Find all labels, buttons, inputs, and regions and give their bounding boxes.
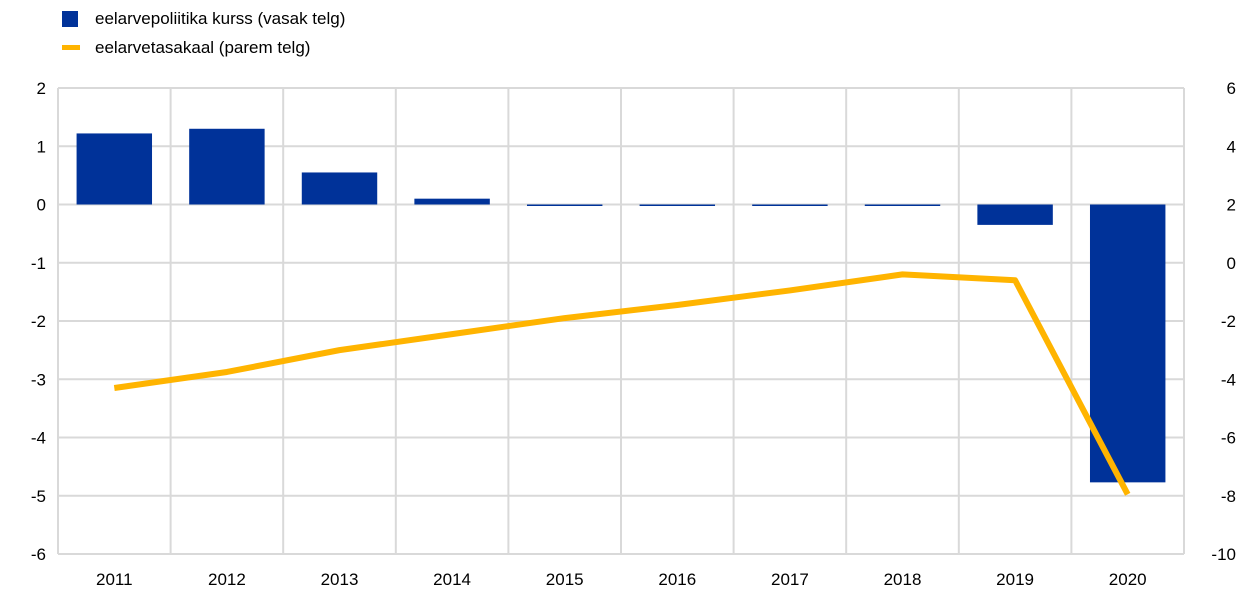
bar-2012 [189,128,265,205]
chart-legend: eelarvepoliitika kurss (vasak telg) eela… [62,4,345,62]
legend-bar-label: eelarvepoliitika kurss (vasak telg) [95,8,346,28]
bar-2020 [1089,204,1166,483]
x-tick-label-2015: 2015 [546,570,584,589]
y-right-tick-label: 4 [1227,137,1236,156]
y-left-tick-label: -3 [31,370,46,389]
line-series-eelarvetasakaal [113,271,1131,496]
y-left-tick-label: -1 [31,254,46,273]
bar-2018 [864,204,941,206]
y-left-tick-label: -4 [31,429,46,448]
x-tick-label-2011: 2011 [96,570,133,589]
legend-bar-swatch [62,10,78,27]
bar-2015 [526,204,603,206]
legend-line-swatch [62,45,80,50]
x-tick-label-2019: 2019 [996,570,1034,589]
x-tick-label-2013: 2013 [321,570,359,589]
y-left-tick-label: -2 [31,312,46,331]
x-tick-label-2017: 2017 [771,570,809,589]
y-right-tick-label: -10 [1211,545,1236,564]
y-right-tick-label: 2 [1227,196,1236,215]
x-tick-label-2014: 2014 [433,570,471,589]
y-left-tick-label: 2 [37,79,46,98]
bar-2014 [414,198,490,205]
x-tick-label-2012: 2012 [208,570,246,589]
bar-2016 [639,204,716,206]
y-left-tick-label: -5 [31,487,46,506]
y-right-tick-label: -4 [1221,370,1236,389]
bar-2011 [76,133,153,205]
y-right-tick-label: -8 [1221,487,1236,506]
x-tick-label-2018: 2018 [884,570,922,589]
y-left-tick-label: 0 [37,196,46,215]
bar-2017 [752,204,828,206]
y-right-tick-label: 0 [1227,254,1236,273]
legend-line-label: eelarvetasakaal (parem telg) [95,37,311,57]
bar-2013 [301,172,378,205]
y-right-tick-label: 6 [1227,79,1236,98]
bar-2019 [977,204,1053,225]
y-left-tick-label: -6 [31,545,46,564]
legend-item-bars: eelarvepoliitika kurss (vasak telg) [62,4,345,33]
legend-item-line: eelarvetasakaal (parem telg) [62,33,345,62]
y-left-tick-label: 1 [37,137,46,156]
x-tick-label-2020: 2020 [1109,570,1147,589]
y-right-tick-label: -6 [1221,429,1236,448]
y-right-tick-label: -2 [1221,312,1236,331]
x-tick-label-2016: 2016 [658,570,696,589]
